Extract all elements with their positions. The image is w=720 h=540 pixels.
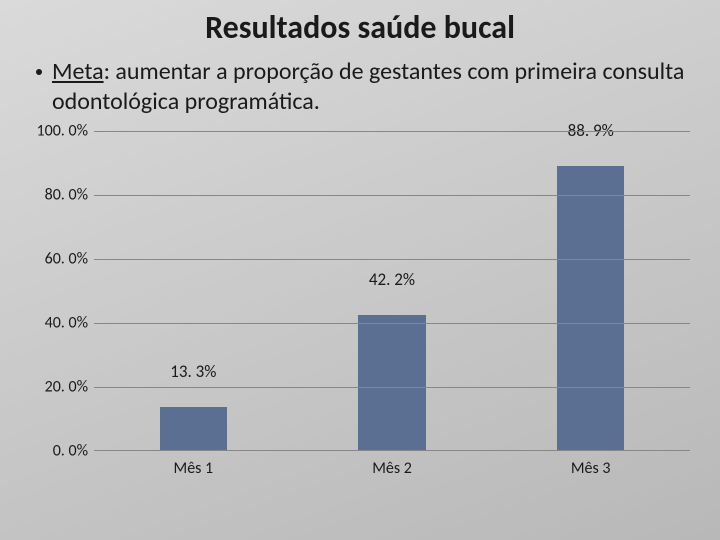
y-tick-label: 40. 0% — [45, 314, 88, 333]
bullet-rest: : aumentar a proporção de gestantes com … — [52, 57, 684, 116]
gridline — [94, 259, 690, 260]
gridline — [94, 131, 690, 132]
bar — [160, 407, 228, 450]
x-tick-label: Mês 2 — [372, 459, 412, 478]
slide-title: Resultados saúde bucal — [28, 8, 692, 47]
gridline — [94, 195, 690, 196]
bar — [358, 315, 426, 450]
data-label: 42. 2% — [369, 269, 415, 290]
y-tick-label: 20. 0% — [45, 378, 88, 397]
x-axis: Mês 1 Mês 2 Mês 3 — [94, 459, 690, 483]
bullet-item: Meta: aumentar a proporção de gestantes … — [36, 57, 692, 117]
y-axis: 0. 0%20. 0%40. 0%60. 0%80. 0%100. 0% — [30, 131, 94, 451]
bullet-text: Meta: aumentar a proporção de gestantes … — [52, 57, 692, 117]
gridline — [94, 323, 690, 324]
x-tick-label: Mês 3 — [571, 459, 611, 478]
y-tick-label: 60. 0% — [45, 250, 88, 269]
meta-label: Meta — [52, 57, 104, 86]
plot-area: 13. 3%42. 2%88. 9% — [94, 131, 690, 451]
data-label: 13. 3% — [170, 361, 216, 382]
gridline — [94, 387, 690, 388]
slide: Resultados saúde bucal Meta: aumentar a … — [0, 0, 720, 540]
bars-layer: 13. 3%42. 2%88. 9% — [94, 131, 690, 450]
bar-chart: 0. 0%20. 0%40. 0%60. 0%80. 0%100. 0% 13.… — [30, 131, 690, 491]
bar — [557, 166, 625, 450]
y-tick-label: 80. 0% — [45, 186, 88, 205]
x-tick-label: Mês 1 — [174, 459, 214, 478]
y-tick-label: 100. 0% — [36, 122, 88, 141]
bullet-dot-icon — [36, 69, 42, 75]
y-tick-label: 0. 0% — [53, 442, 88, 461]
